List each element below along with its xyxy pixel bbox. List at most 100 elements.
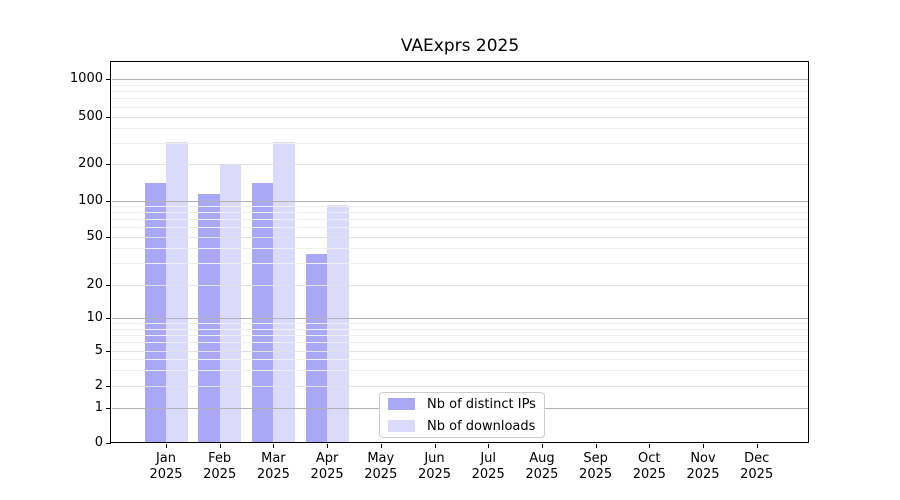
gridline-400 xyxy=(112,128,809,130)
gridline-9 xyxy=(112,322,809,324)
x-tick-label-sep: Sep 2025 xyxy=(566,451,626,483)
gridline-8 xyxy=(112,328,809,330)
x-tick-label-dec: Dec 2025 xyxy=(727,451,787,483)
x-label-month: Jul xyxy=(480,451,497,466)
x-label-month: Aug xyxy=(529,451,555,466)
y-tick-500 xyxy=(106,117,111,118)
y-tick-50 xyxy=(106,237,111,238)
x-label-month: Jun xyxy=(424,451,445,466)
x-label-month: Dec xyxy=(744,451,770,466)
x-tick-sep xyxy=(595,444,597,448)
x-label-year: 2025 xyxy=(686,467,720,482)
y-tick-label-1: 1 xyxy=(94,400,103,415)
legend-label-distinct-ips: Nb of distinct IPs xyxy=(427,396,536,412)
x-tick-label-jan: Jan 2025 xyxy=(136,451,196,483)
gridline-90 xyxy=(112,206,809,207)
x-tick-apr xyxy=(327,444,329,448)
y-tick-label-500: 500 xyxy=(78,108,103,124)
y-tick-20 xyxy=(106,285,111,286)
bar-distinct-ips-apr xyxy=(305,253,328,444)
x-label-year: 2025 xyxy=(525,467,559,482)
gridline-7 xyxy=(112,334,809,336)
y-tick-1000 xyxy=(106,79,111,80)
x-label-year: 2025 xyxy=(632,467,666,482)
y-tick-5 xyxy=(106,351,111,352)
gridline-700 xyxy=(112,98,809,100)
y-tick-2 xyxy=(106,386,111,387)
x-label-year: 2025 xyxy=(256,467,290,482)
bar-distinct-ips-mar xyxy=(251,183,274,444)
legend: Nb of distinct IPs Nb of downloads xyxy=(379,392,545,438)
gridline-900 xyxy=(112,84,809,86)
x-tick-label-oct: Oct 2025 xyxy=(619,451,679,483)
bar-downloads-jan xyxy=(166,142,188,444)
bar-distinct-ips-jan xyxy=(144,182,166,444)
legend-row-distinct-ips: Nb of distinct IPs xyxy=(380,393,544,415)
x-tick-label-aug: Aug 2025 xyxy=(512,451,572,483)
x-tick-label-feb: Feb 2025 xyxy=(190,451,250,483)
x-label-year: 2025 xyxy=(471,467,505,482)
gridline-100 xyxy=(112,200,809,202)
x-tick-mar xyxy=(273,444,275,448)
x-label-month: Jan xyxy=(155,451,177,466)
y-tick-label-0: 0 xyxy=(94,435,103,451)
gridline-300 xyxy=(112,143,809,144)
gridline-600 xyxy=(112,106,809,108)
y-tick-label-10: 10 xyxy=(86,310,103,325)
x-tick-nov xyxy=(703,444,704,448)
x-tick-jun xyxy=(434,444,436,448)
gridline-30 xyxy=(112,263,809,265)
x-tick-label-mar: Mar 2025 xyxy=(243,451,303,483)
legend-swatch-distinct-ips xyxy=(388,398,415,410)
x-label-month: May xyxy=(367,451,395,466)
gridline-2 xyxy=(112,386,809,387)
x-label-month: Sep xyxy=(583,451,608,466)
y-tick-label-100: 100 xyxy=(78,192,103,208)
x-tick-label-jul: Jul 2025 xyxy=(458,451,518,483)
bar-downloads-apr xyxy=(327,204,349,444)
chart-title: VAExprs 2025 xyxy=(400,36,520,56)
x-tick-label-nov: Nov 2025 xyxy=(673,451,733,483)
gridline-3 xyxy=(112,370,809,372)
x-tick-aug xyxy=(541,444,543,448)
gridline-40 xyxy=(112,248,809,250)
x-label-year: 2025 xyxy=(364,467,398,482)
y-tick-label-50: 50 xyxy=(86,228,103,244)
y-tick-200 xyxy=(106,164,111,165)
legend-label-downloads: Nb of downloads xyxy=(427,418,536,434)
x-tick-label-may: May 2025 xyxy=(351,451,411,483)
x-label-month: Nov xyxy=(690,451,716,466)
gridline-6 xyxy=(112,342,809,343)
gridline-800 xyxy=(112,91,809,93)
y-tick-0 xyxy=(106,443,111,444)
x-label-month: Apr xyxy=(315,451,339,466)
x-label-year: 2025 xyxy=(740,467,774,482)
x-label-month: Mar xyxy=(261,451,286,466)
x-label-month: Oct xyxy=(638,451,661,466)
y-tick-100 xyxy=(106,201,111,202)
gridline-60 xyxy=(112,227,809,229)
x-tick-jan xyxy=(166,444,167,448)
bar-downloads-feb xyxy=(219,164,242,444)
y-tick-10 xyxy=(106,318,111,319)
x-tick-label-apr: Apr 2025 xyxy=(297,451,357,483)
x-tick-may xyxy=(380,444,382,448)
gridline-80 xyxy=(112,212,809,214)
x-tick-jul xyxy=(488,444,490,448)
y-tick-label-20: 20 xyxy=(86,276,103,292)
gridline-200 xyxy=(112,164,809,165)
plot-area xyxy=(110,61,809,443)
gridline-70 xyxy=(112,219,809,221)
x-tick-dec xyxy=(756,444,758,448)
x-label-year: 2025 xyxy=(149,467,183,482)
x-label-month: Feb xyxy=(208,451,232,466)
y-tick-label-1000: 1000 xyxy=(69,71,103,86)
gridline-1000 xyxy=(112,79,809,80)
legend-swatch-downloads xyxy=(388,420,415,432)
gridline-10 xyxy=(112,318,809,319)
x-label-year: 2025 xyxy=(417,467,452,482)
legend-row-downloads: Nb of downloads xyxy=(380,415,544,437)
